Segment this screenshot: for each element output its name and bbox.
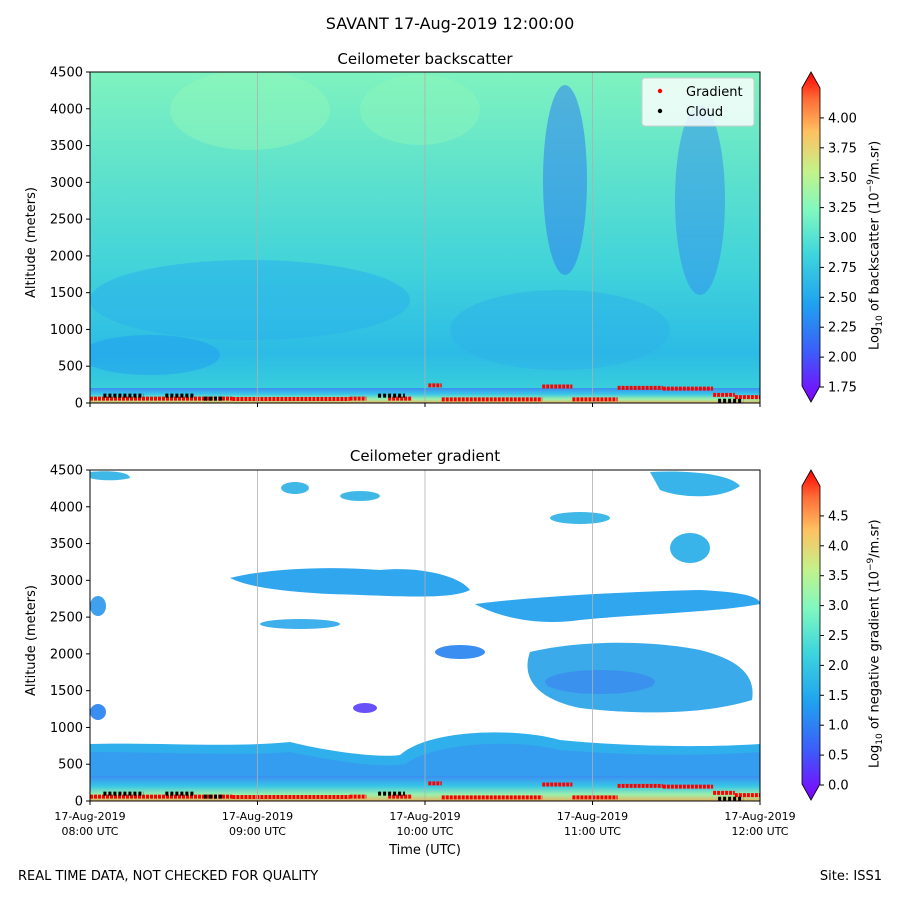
y-tick-label: 3500 — [50, 537, 83, 552]
y-tick-label: 2500 — [50, 213, 83, 228]
backscatter-legend: Gradient Cloud — [641, 77, 755, 127]
colorbar-tick-label: 3.0 — [828, 599, 849, 614]
gradient-colorbar — [801, 469, 821, 801]
colorbar-tick-label: 1.5 — [828, 689, 849, 704]
site-label: Site: ISS1 — [819, 869, 882, 884]
y-tick-label: 2000 — [50, 249, 83, 264]
colorbar-tick-label: 3.25 — [828, 201, 857, 216]
colorbar-tick-label: 3.00 — [828, 231, 857, 246]
y-tick-label: 4000 — [50, 102, 83, 117]
y-tick-label: 4000 — [50, 500, 83, 515]
colorbar-tick-label: 2.25 — [828, 321, 857, 336]
y-tick-label: 3000 — [50, 176, 83, 191]
y-tick-label: 1500 — [50, 286, 83, 301]
colorbar-tick-label: 3.5 — [828, 569, 849, 584]
cloud-legend-marker — [657, 108, 663, 114]
x-tick-date: 17-Aug-2019 — [222, 810, 293, 823]
x-tick-time: 10:00 UTC — [396, 825, 453, 838]
x-tick-date: 17-Aug-2019 — [557, 810, 628, 823]
colorbar-tick-label: 2.0 — [828, 659, 849, 674]
y-tick-label: 500 — [58, 758, 83, 773]
figure-title: SAVANT 17-Aug-2019 12:00:00 — [325, 14, 575, 33]
y-tick-label: 4500 — [50, 464, 83, 479]
y-tick-label: 3500 — [50, 139, 83, 154]
y-tick-label: 4500 — [50, 66, 83, 81]
y-tick-label: 1000 — [50, 323, 83, 338]
gradient-legend-marker — [657, 88, 663, 94]
y-tick-label: 2500 — [50, 611, 83, 626]
colorbar-tick-label: 3.50 — [828, 171, 857, 186]
x-tick-date: 17-Aug-2019 — [54, 810, 125, 823]
x-tick-date: 17-Aug-2019 — [389, 810, 460, 823]
y-tick-label: 1000 — [50, 721, 83, 736]
colorbar-tick-label: 2.50 — [828, 291, 857, 306]
colorbar-tick-label: 4.5 — [828, 509, 849, 524]
colorbar-tick-label: 3.75 — [828, 141, 857, 156]
x-tick-time: 12:00 UTC — [731, 825, 788, 838]
colorbar-tick-label: 2.00 — [828, 351, 857, 366]
quality-disclaimer: REAL TIME DATA, NOT CHECKED FOR QUALITY — [18, 869, 319, 884]
colorbar-tick-label: 1.0 — [828, 719, 849, 734]
x-tick-date: 17-Aug-2019 — [724, 810, 795, 823]
backscatter-plot-title: Ceilometer backscatter — [337, 50, 513, 68]
cloud-legend-label: Cloud — [686, 105, 723, 120]
colorbar-tick-label: 1.75 — [828, 381, 857, 396]
colorbar-tick-label: 4.00 — [828, 111, 857, 126]
colorbar-tick-label: 4.0 — [828, 539, 849, 554]
y-tick-label: 2000 — [50, 647, 83, 662]
y-tick-label: 3000 — [50, 574, 83, 589]
y-tick-label: 1500 — [50, 684, 83, 699]
y-tick-label: 0 — [75, 795, 83, 810]
colorbar-tick-label: 2.5 — [828, 629, 849, 644]
y-tick-label: 0 — [75, 397, 83, 412]
backscatter-colorbar — [801, 71, 821, 403]
colorbar-tick-label: 0.0 — [828, 779, 849, 794]
x-tick-time: 11:00 UTC — [564, 825, 621, 838]
x-axis-label: Time (UTC) — [389, 843, 461, 858]
gradient-plot-title: Ceilometer gradient — [349, 447, 501, 465]
x-tick-time: 09:00 UTC — [229, 825, 286, 838]
colorbar-tick-label: 0.5 — [828, 749, 849, 764]
gradient-legend-label: Gradient — [686, 85, 743, 100]
colorbar-tick-label: 2.75 — [828, 261, 857, 276]
y-tick-label: 500 — [58, 360, 83, 375]
x-tick-time: 08:00 UTC — [61, 825, 118, 838]
